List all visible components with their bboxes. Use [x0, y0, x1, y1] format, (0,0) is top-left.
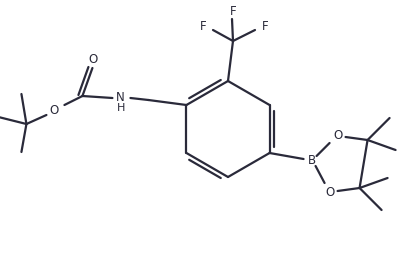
Text: F: F — [199, 20, 206, 32]
Text: N: N — [116, 90, 124, 104]
Text: O: O — [332, 128, 342, 142]
Text: H: H — [117, 103, 125, 113]
Text: F: F — [229, 5, 236, 17]
Text: O: O — [324, 187, 333, 199]
Text: O: O — [50, 104, 59, 116]
Text: B: B — [307, 154, 315, 168]
Text: O: O — [89, 52, 98, 66]
Text: F: F — [261, 20, 268, 32]
